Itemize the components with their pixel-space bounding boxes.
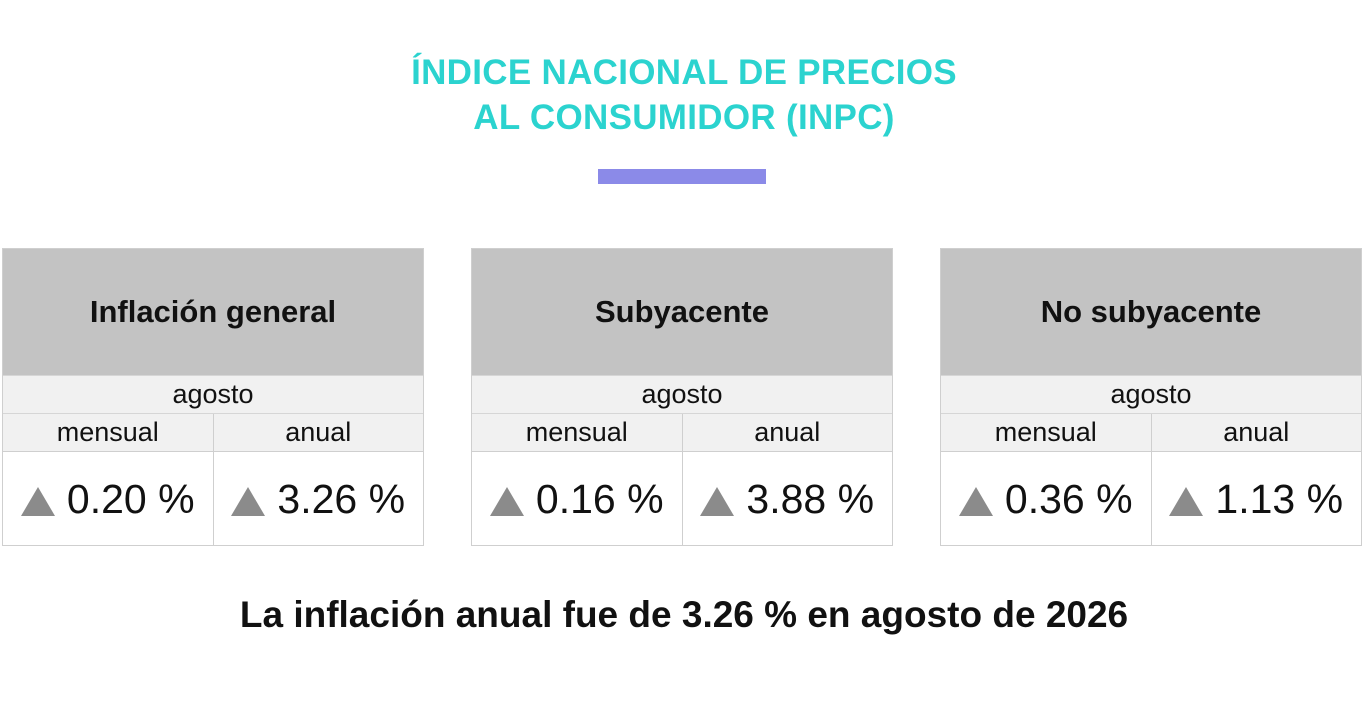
monthly-value-cell: 0.16 % bbox=[472, 452, 683, 546]
up-triangle-icon bbox=[231, 486, 266, 516]
card-period: agosto bbox=[941, 375, 1361, 414]
monthly-value-cell: 0.20 % bbox=[3, 452, 214, 546]
monthly-value: 0.36 % bbox=[1004, 475, 1133, 522]
monthly-value: 0.20 % bbox=[66, 475, 195, 522]
annual-label: anual bbox=[1223, 417, 1290, 447]
title-line-2: AL CONSUMIDOR (INPC) bbox=[473, 98, 895, 137]
card-period: agosto bbox=[3, 375, 423, 414]
annual-value: 1.13 % bbox=[1215, 475, 1344, 522]
up-triangle-icon bbox=[1169, 486, 1204, 516]
card-column-labels: mensual anual bbox=[941, 414, 1361, 452]
card-column-labels: mensual anual bbox=[472, 414, 892, 452]
title-line-1: ÍNDICE NACIONAL DE PRECIOS bbox=[411, 53, 957, 92]
page-title: ÍNDICE NACIONAL DE PRECIOS AL CONSUMIDOR… bbox=[0, 50, 1368, 140]
monthly-label: mensual bbox=[941, 414, 1152, 451]
up-triangle-icon bbox=[700, 486, 735, 516]
up-triangle-icon bbox=[489, 486, 524, 516]
up-triangle-icon bbox=[20, 486, 55, 516]
annual-label: anual bbox=[285, 417, 352, 447]
card-period: agosto bbox=[472, 375, 892, 414]
card-inflacion-general: Inflación general agosto mensual anual 0… bbox=[2, 248, 424, 546]
summary-text: La inflación anual fue de 3.26 % en agos… bbox=[239, 594, 1129, 635]
card-values: 0.16 % 3.88 % bbox=[472, 452, 892, 546]
annual-label: anual bbox=[754, 417, 821, 447]
card-no-subyacente: No subyacente agosto mensual anual 0.36 … bbox=[940, 248, 1362, 546]
card-column-labels: mensual anual bbox=[3, 414, 423, 452]
title-underline-bar bbox=[598, 169, 766, 184]
card-title: Subyacente bbox=[472, 249, 892, 375]
card-values: 0.36 % 1.13 % bbox=[941, 452, 1361, 546]
monthly-label: mensual bbox=[472, 414, 683, 451]
monthly-value-cell: 0.36 % bbox=[941, 452, 1152, 546]
annual-value: 3.26 % bbox=[277, 475, 406, 522]
monthly-value: 0.16 % bbox=[535, 475, 664, 522]
annual-value-cell: 3.26 % bbox=[214, 452, 424, 546]
up-triangle-icon bbox=[958, 486, 993, 516]
card-values: 0.20 % 3.26 % bbox=[3, 452, 423, 546]
card-subyacente: Subyacente agosto mensual anual 0.16 % 3… bbox=[471, 248, 893, 546]
annual-value-cell: 1.13 % bbox=[1152, 452, 1362, 546]
card-title: Inflación general bbox=[3, 249, 423, 375]
annual-value-cell: 3.88 % bbox=[683, 452, 893, 546]
monthly-label: mensual bbox=[3, 414, 214, 451]
annual-value: 3.88 % bbox=[746, 475, 875, 522]
card-title: No subyacente bbox=[941, 249, 1361, 375]
